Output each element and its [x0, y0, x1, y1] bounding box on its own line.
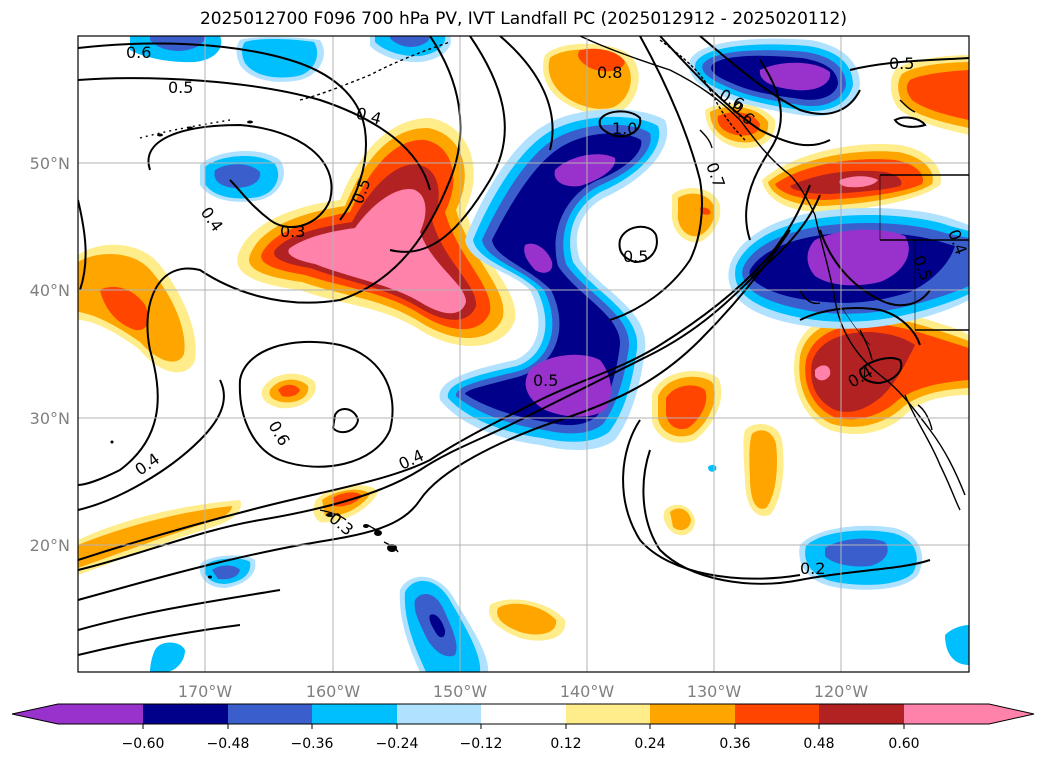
colorbar-tick-label: −0.48 — [207, 736, 250, 752]
colorbar-segment — [735, 704, 819, 724]
contour-label: 0.2 — [800, 559, 825, 578]
lon-tick-label: 140°W — [560, 682, 615, 701]
positive-anomaly-subtropics — [78, 373, 784, 641]
latitude-labels: 50°N 40°N 30°N 20°N — [30, 154, 70, 555]
colorbar: −0.60 −0.48 −0.36 −0.24 −0.12 0.12 0.24 … — [11, 703, 1035, 752]
lon-tick-label: 130°W — [687, 682, 742, 701]
colorbar-segment — [481, 704, 566, 724]
map-frame — [77, 35, 970, 673]
colorbar-segment — [143, 704, 228, 724]
lat-tick-label: 50°N — [30, 154, 70, 173]
map-title: 2025012700 F096 700 hPa PV, IVT Landfall… — [199, 9, 847, 29]
contour-lines — [78, 36, 969, 656]
negative-anomaly-east — [689, 38, 969, 665]
colorbar-segment — [819, 704, 904, 724]
map-plot-area: 0.6 0.5 0.4 0.8 1.0 0.6 0.7 0.5 0.5 0.4 … — [63, 36, 969, 672]
state-borders — [839, 175, 969, 346]
colorbar-outline — [11, 703, 1035, 725]
contour-label: 0.5 — [533, 371, 558, 390]
negative-anomaly-west — [130, 36, 489, 672]
contour-label: 0.5 — [623, 247, 648, 266]
contour-label: 0.5 — [63, 367, 82, 392]
colorbar-segment — [397, 704, 481, 724]
colorbar-segment — [904, 704, 989, 724]
colorbar-tick-label: 0.24 — [634, 736, 665, 752]
colorbar-tick-label: 0.60 — [888, 736, 919, 752]
colorbar-segment — [228, 704, 312, 724]
colorbar-extend-min — [12, 704, 58, 724]
contour-label: 0.5 — [889, 54, 914, 73]
contour-label: 0.3 — [280, 222, 305, 241]
graticule — [78, 36, 969, 672]
contour-label: 0.8 — [597, 63, 622, 82]
colorbar-tick-label: 0.48 — [803, 736, 834, 752]
lon-tick-label: 150°W — [433, 682, 488, 701]
colorbar-segment — [312, 704, 397, 724]
colorbar-tick-label: −0.60 — [122, 736, 165, 752]
positive-anomaly-central — [237, 118, 516, 347]
lon-tick-label: 160°W — [306, 682, 361, 701]
colorbar-tick-label: 0.36 — [719, 736, 750, 752]
contour-label: 0.6 — [126, 43, 151, 62]
colorbar-segment — [566, 704, 650, 724]
lon-tick-label: 170°W — [178, 682, 233, 701]
colorbar-tick-label: −0.24 — [376, 736, 419, 752]
longitude-labels: 170°W 160°W 150°W 140°W 130°W 120°W — [178, 682, 869, 701]
colorbar-segment — [650, 704, 735, 724]
colorbar-ticks — [142, 724, 905, 729]
lat-tick-label: 30°N — [30, 409, 70, 428]
lon-tick-label: 120°W — [814, 682, 869, 701]
colorbar-tick-label: −0.36 — [291, 736, 334, 752]
contour-label: 0.5 — [168, 78, 193, 97]
islands — [110, 120, 397, 579]
negative-anomaly-central — [439, 109, 668, 451]
lat-tick-label: 40°N — [30, 281, 70, 300]
colorbar-segment — [58, 704, 143, 724]
contour-label: 1.0 — [612, 119, 637, 138]
colorbar-tick-label: 0.12 — [550, 736, 581, 752]
lat-tick-label: 20°N — [30, 536, 70, 555]
colorbar-tick-label: −0.12 — [460, 736, 503, 752]
colorbar-extend-max — [989, 704, 1034, 724]
